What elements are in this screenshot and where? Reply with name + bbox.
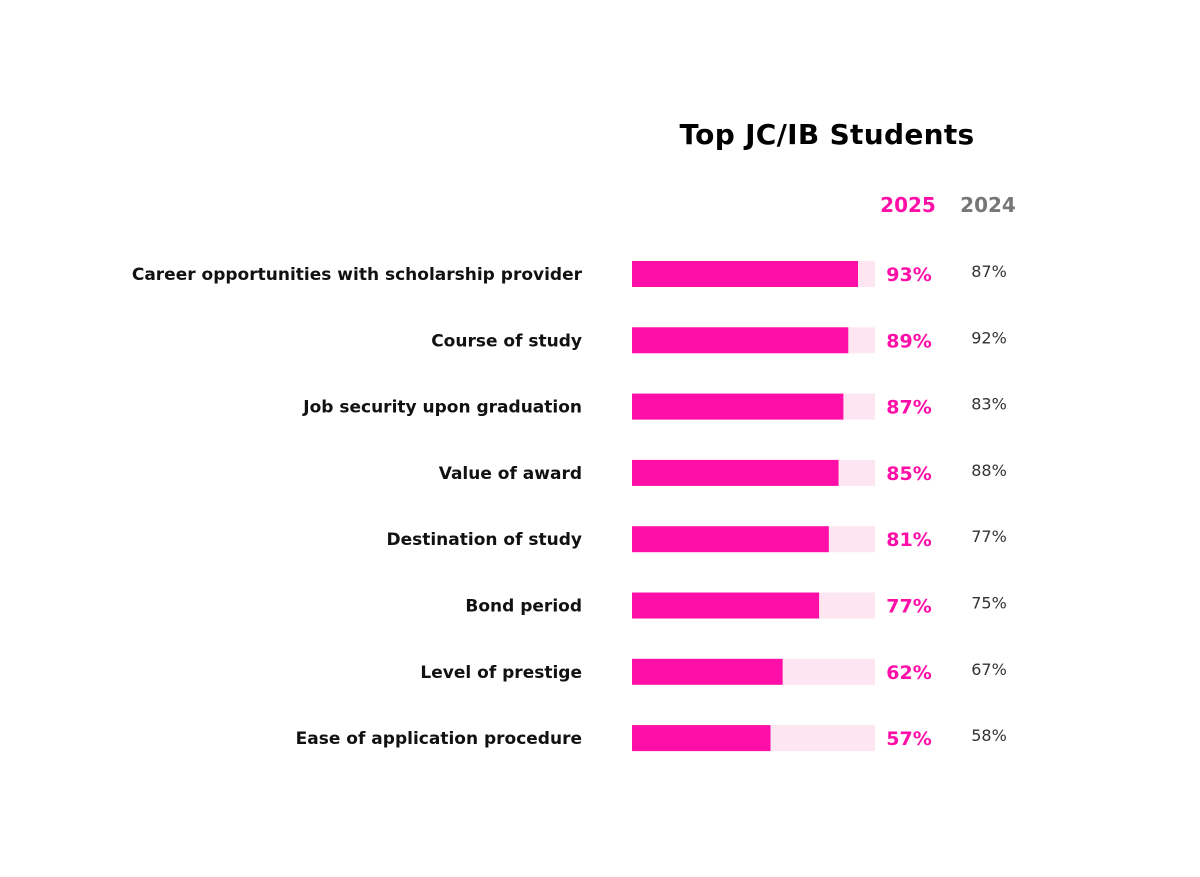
bar-2025	[632, 592, 820, 619]
legend-2024: 2024	[960, 193, 1016, 217]
value-label-2024: 88%	[971, 461, 1007, 480]
bar-2025	[632, 526, 829, 553]
value-label-2024: 83%	[971, 395, 1007, 414]
category-label: Career opportunities with scholarship pr…	[132, 265, 583, 285]
category-label: Bond period	[465, 597, 582, 617]
value-label-2025: 85%	[886, 463, 931, 485]
value-label-2025: 57%	[886, 728, 931, 750]
chart-title: Top JC/IB Students	[679, 118, 975, 151]
legend-2025: 2025	[880, 193, 936, 217]
value-label-2025: 77%	[886, 596, 931, 618]
category-label: Course of study	[431, 331, 582, 351]
value-label-2025: 89%	[886, 330, 931, 352]
value-label-2025: 62%	[886, 662, 931, 684]
value-label-2024: 92%	[971, 328, 1007, 347]
category-label: Destination of study	[386, 530, 582, 550]
value-label-2025: 81%	[886, 529, 931, 551]
bar-2025	[632, 393, 844, 420]
bar-2025	[632, 658, 783, 685]
bar-2025	[632, 327, 849, 354]
value-label-2024: 67%	[971, 660, 1007, 679]
value-label-2025: 87%	[886, 397, 931, 419]
value-label-2024: 58%	[971, 726, 1007, 745]
value-label-2024: 87%	[971, 262, 1007, 281]
value-label-2024: 75%	[971, 594, 1007, 613]
category-label: Value of award	[439, 464, 582, 484]
bar-2025	[632, 725, 771, 752]
value-label-2025: 93%	[886, 264, 931, 286]
value-label-2024: 77%	[971, 527, 1007, 546]
category-label: Job security upon graduation	[302, 398, 582, 418]
category-label: Ease of application procedure	[296, 729, 582, 749]
category-label: Level of prestige	[420, 663, 582, 683]
bar-2025	[632, 261, 858, 287]
bar-2025	[632, 459, 839, 486]
